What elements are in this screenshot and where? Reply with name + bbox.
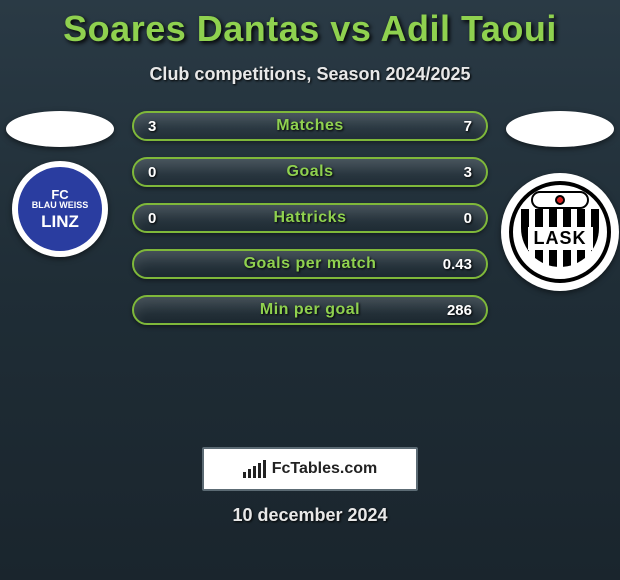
linz-fc: FC [51, 188, 68, 202]
stat-label: Hattricks [134, 209, 486, 227]
stat-value-right: 0 [442, 210, 472, 227]
footer-bar-icon [258, 463, 261, 478]
stat-row: 286Min per goal [132, 295, 488, 325]
footer-bar-icon [243, 472, 246, 478]
stat-label: Goals per match [134, 255, 486, 273]
footer-bar-icon [253, 466, 256, 478]
stat-value-right: 3 [442, 164, 472, 181]
footer-bars-icon [243, 460, 266, 478]
lask-top-pill [531, 191, 589, 209]
linz-line1: BLAU WEISS [32, 201, 89, 210]
page-title: Soares Dantas vs Adil Taoui [0, 0, 620, 50]
stat-value-left: 0 [148, 210, 178, 227]
player-right-column: LASK [500, 111, 620, 291]
stat-value-right: 7 [442, 118, 472, 135]
player-right-photo [506, 111, 614, 147]
stat-row: 0 3Goals [132, 157, 488, 187]
linz-city: LINZ [41, 213, 79, 231]
stat-label: Min per goal [134, 301, 486, 319]
player-left-photo [6, 111, 114, 147]
stat-value-left: 0 [148, 164, 178, 181]
lask-stripes: LASK [521, 209, 599, 267]
comparison-area: FC BLAU WEISS LINZ LASK 37Matches03Goals… [0, 111, 620, 431]
club-logo-right: LASK [501, 173, 619, 291]
linz-badge: FC BLAU WEISS LINZ [18, 167, 102, 251]
date-text: 10 december 2024 [0, 505, 620, 526]
footer-bar-icon [263, 460, 266, 478]
footer-bar-icon [248, 469, 251, 478]
stats-list: 37Matches03Goals00Hattricks0.43Goals per… [132, 111, 488, 325]
stat-row: 3 7Matches [132, 111, 488, 141]
footer-text: FcTables.com [272, 460, 378, 478]
player-left-column: FC BLAU WEISS LINZ [0, 111, 120, 257]
stat-label: Goals [134, 163, 486, 181]
stat-label: Matches [134, 117, 486, 135]
footer-attribution[interactable]: FcTables.com [202, 447, 418, 491]
lask-text: LASK [528, 227, 593, 250]
stat-value-right: 0.43 [442, 256, 472, 273]
stat-row: 0.43Goals per match [132, 249, 488, 279]
stat-row: 0 0Hattricks [132, 203, 488, 233]
subtitle: Club competitions, Season 2024/2025 [0, 64, 620, 85]
club-logo-left: FC BLAU WEISS LINZ [12, 161, 108, 257]
stat-value-right: 286 [442, 302, 472, 319]
stat-value-left: 3 [148, 118, 178, 135]
lask-badge: LASK [509, 181, 611, 283]
lask-dot-icon [555, 195, 565, 205]
